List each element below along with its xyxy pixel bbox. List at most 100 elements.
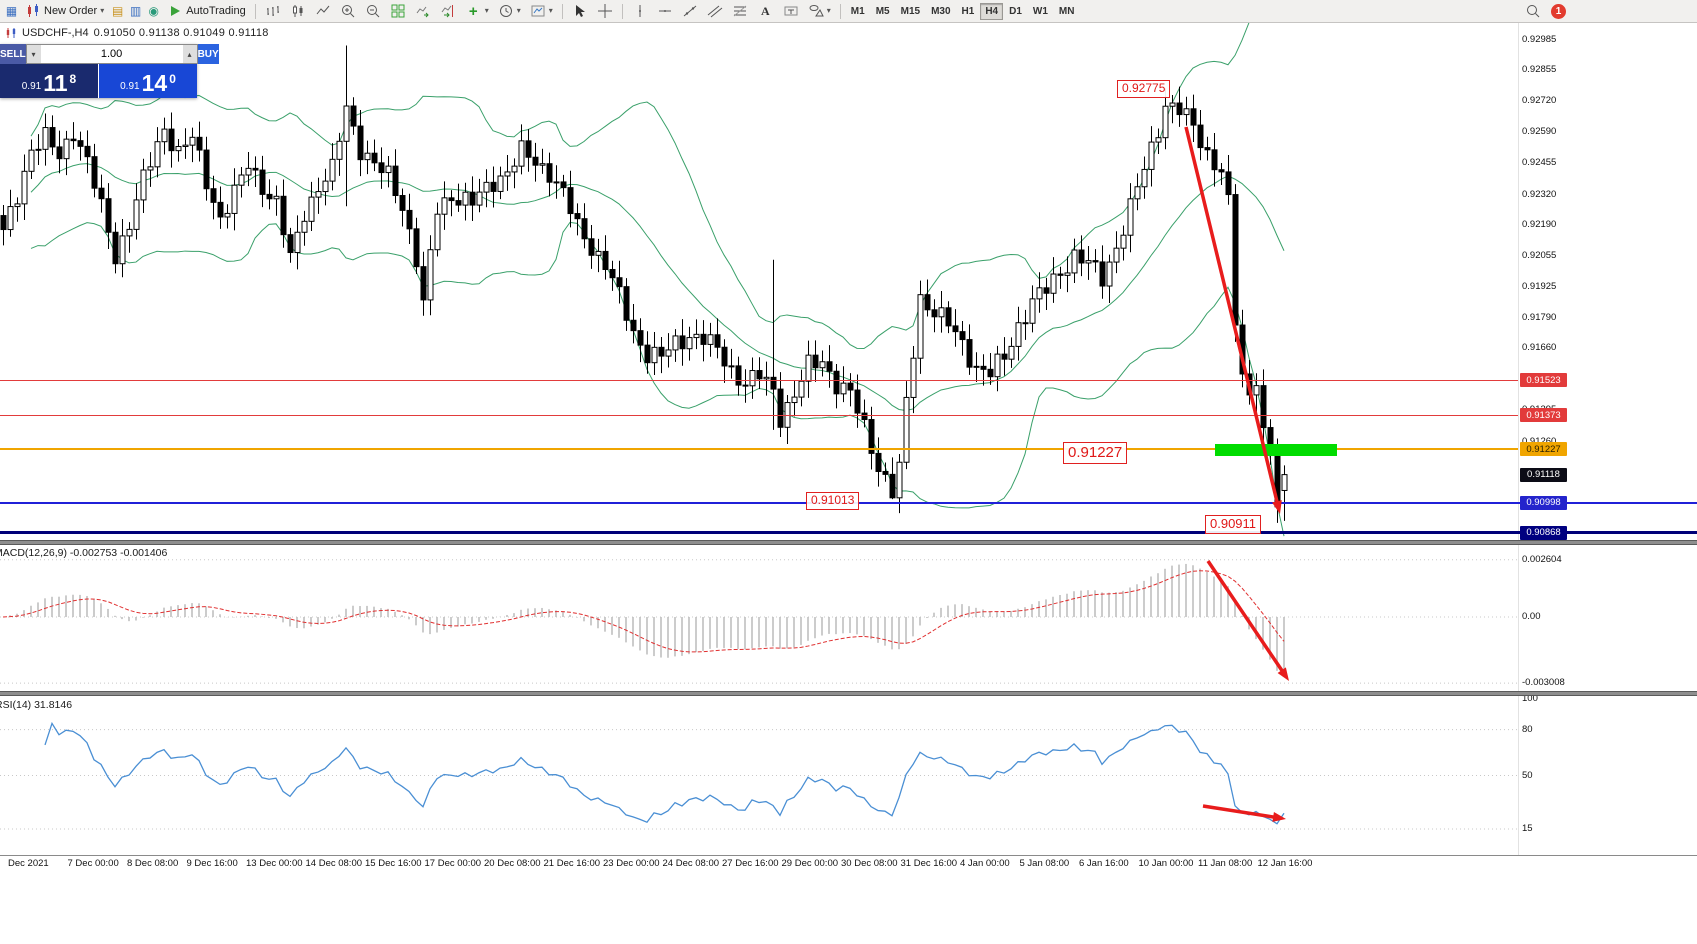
timeframe-button-h1[interactable]: H1 [957, 3, 980, 20]
price-level-line [0, 414, 1518, 416]
fibonacci-button[interactable] [728, 2, 752, 21]
panel-splitter[interactable] [0, 691, 1697, 696]
channel-icon [707, 5, 723, 18]
time-label: 31 Dec 16:00 [900, 858, 958, 869]
search-button[interactable] [1521, 2, 1545, 21]
chart-shift-button[interactable] [436, 2, 460, 21]
price-level-label: 0.90868 [1520, 525, 1567, 540]
time-label: 10 Jan 00:00 [1138, 858, 1194, 869]
panel-splitter[interactable] [0, 540, 1697, 545]
timeframe-button-m15[interactable]: M15 [896, 3, 925, 20]
price-tick: 0.92720 [1522, 95, 1557, 107]
time-label: 6 Jan 16:00 [1079, 858, 1129, 869]
time-label: 27 Dec 16:00 [722, 858, 779, 869]
candlestick-chart-button[interactable] [286, 2, 310, 21]
indicators-button[interactable]: + ▾ [461, 2, 493, 21]
timeframe-button-mn[interactable]: MN [1054, 3, 1080, 20]
buy-button[interactable]: BUY [197, 44, 219, 64]
volume-decrease-button[interactable]: ▾ [26, 45, 41, 63]
bollinger-upper-band [30, 23, 1250, 350]
text-tool-button[interactable]: A [753, 2, 778, 21]
toolbar-separator [561, 3, 563, 19]
time-label: 12 Jan 16:00 [1257, 858, 1313, 869]
autotrading-play-icon [171, 6, 181, 16]
crosshair-button[interactable] [593, 2, 617, 21]
price-annotation-label: 0.92775 [1117, 80, 1171, 98]
rsi-line [44, 721, 1285, 825]
bar-chart-button[interactable] [261, 2, 285, 21]
chart-shift-icon [441, 5, 453, 18]
periods-button[interactable]: ▾ [494, 2, 525, 21]
rsi-panel[interactable] [0, 696, 1518, 855]
chart-header: USDCHF-,H4 0.91050 0.91138 0.91049 0.911… [5, 27, 269, 39]
horizontal-line-icon [658, 10, 671, 12]
toolbar-separator [839, 3, 841, 19]
price-tick: 0.92855 [1522, 63, 1557, 75]
arrows-tool-button[interactable]: ▾ [804, 2, 835, 21]
market-watch-icon[interactable]: ▤ [112, 4, 124, 18]
price-annotation-label: 0.91227 [1063, 442, 1128, 464]
bar-chart-icon [266, 6, 279, 16]
macd-scale-label: 0.002604 [1522, 553, 1562, 565]
vertical-line-icon [638, 5, 641, 17]
timeframe-button-d1[interactable]: D1 [1004, 3, 1027, 20]
line-chart-button[interactable] [311, 2, 335, 21]
time-label: 4 Jan 00:00 [960, 858, 1010, 869]
new-order-button[interactable]: New Order ▾ [21, 2, 108, 21]
bollinger-lower-band [30, 221, 1285, 537]
sell-price[interactable]: 0.91 11 8 [0, 64, 98, 98]
vertical-line-button[interactable] [628, 2, 652, 21]
zoom-out-icon [366, 5, 380, 18]
trendline-button[interactable] [678, 2, 702, 21]
templates-button[interactable]: ▾ [526, 2, 557, 21]
sell-price-big: 11 [43, 70, 68, 96]
time-axis [0, 855, 1697, 877]
line-chart-icon [316, 5, 330, 15]
equidistant-channel-button[interactable] [703, 2, 727, 21]
navigator-icon[interactable]: ◉ [148, 4, 159, 18]
zoom-in-button[interactable] [336, 2, 360, 21]
text-label-icon [784, 6, 798, 16]
chevron-down-icon: ▾ [826, 6, 831, 15]
price-level-label: 0.91373 [1520, 408, 1567, 423]
macd-panel[interactable] [0, 545, 1518, 691]
volume-field: ▾ ▴ [25, 44, 198, 64]
template-chart-icon [531, 5, 545, 17]
main-chart[interactable] [0, 23, 1518, 540]
text-label-button[interactable] [779, 2, 803, 21]
price-tick: 0.92985 [1522, 33, 1557, 45]
time-label: 17 Dec 00:00 [424, 858, 482, 869]
bollinger-middle-band [30, 163, 1285, 411]
cursor-button[interactable] [568, 2, 592, 21]
chevron-down-icon: ▾ [100, 6, 105, 15]
zoom-in-icon [341, 5, 355, 18]
sell-price-prefix: 0.91 [21, 81, 42, 92]
horizontal-line-button[interactable] [653, 2, 677, 21]
volume-input[interactable] [40, 45, 183, 63]
timeframe-button-m5[interactable]: M5 [871, 3, 895, 20]
chevron-down-icon: ▾ [548, 6, 553, 15]
timeframe-button-h4[interactable]: H4 [980, 2, 1004, 20]
time-label: 29 Dec 00:00 [781, 858, 839, 869]
sell-button[interactable]: SELL [0, 44, 26, 64]
tile-windows-button[interactable] [386, 2, 410, 21]
macd-scale-label: -0.003008 [1522, 677, 1565, 689]
current-price-label: 0.91118 [1520, 467, 1567, 482]
price-tick: 0.91925 [1522, 280, 1557, 292]
zoom-out-button[interactable] [361, 2, 385, 21]
buy-price[interactable]: 0.91 14 0 [99, 64, 197, 98]
time-label: 20 Dec 08:00 [484, 858, 541, 869]
volume-increase-button[interactable]: ▴ [182, 45, 197, 63]
time-label: 7 Dec 00:00 [67, 858, 119, 869]
price-tick: 0.92190 [1522, 218, 1557, 230]
auto-scroll-button[interactable] [411, 2, 435, 21]
timeframe-button-w1[interactable]: W1 [1028, 3, 1053, 20]
data-window-icon[interactable]: ▥ [130, 4, 142, 18]
sell-price-sup: 8 [69, 72, 77, 86]
autotrading-button[interactable]: AutoTrading [163, 2, 250, 21]
timeframe-button-m1[interactable]: M1 [846, 3, 870, 20]
price-tick: 0.91260 [1522, 435, 1557, 447]
price-level-line [0, 448, 1518, 451]
notification-badge[interactable]: 1 [1551, 3, 1566, 19]
timeframe-button-m30[interactable]: M30 [926, 3, 955, 20]
